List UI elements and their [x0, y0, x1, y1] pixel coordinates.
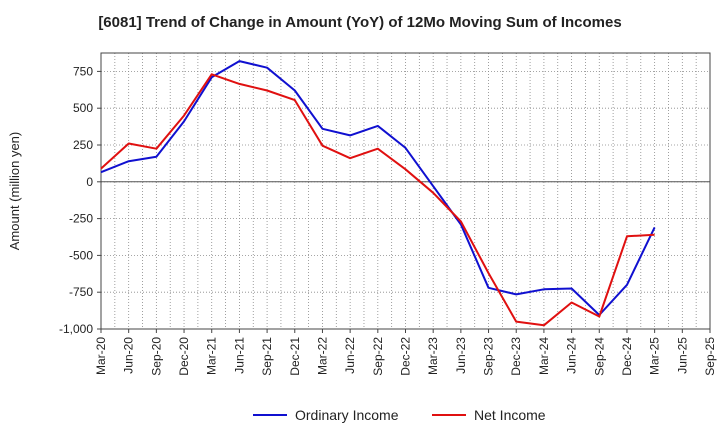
y-axis-label: Amount (million yen)	[7, 132, 22, 251]
x-tick-label: Sep-25	[703, 337, 717, 376]
x-tick-label: Dec-20	[177, 337, 191, 376]
x-tick-label: Mar-23	[426, 337, 440, 375]
x-tick-label: Mar-22	[315, 337, 329, 375]
x-tick-label: Sep-24	[592, 337, 606, 376]
x-tick-label: Dec-24	[620, 337, 634, 376]
x-tick-label: Jun-24	[565, 337, 579, 374]
y-tick-label: -500	[69, 248, 93, 262]
x-tick-label: Mar-24	[537, 337, 551, 375]
x-tick-label: Jun-23	[454, 337, 468, 374]
x-tick-label: Mar-21	[205, 337, 219, 375]
y-tick-label: 500	[73, 101, 93, 115]
y-tick-label: -250	[69, 212, 93, 226]
legend-label: Ordinary Income	[295, 407, 399, 423]
y-tick-label: 0	[86, 175, 93, 189]
x-tick-label: Dec-22	[399, 337, 413, 376]
x-tick-label: Dec-21	[288, 337, 302, 376]
x-tick-label: Mar-25	[648, 337, 662, 375]
x-tick-label: Sep-23	[482, 337, 496, 376]
x-tick-label: Jun-22	[343, 337, 357, 374]
x-tick-label: Mar-20	[94, 337, 108, 375]
x-tick-label: Sep-21	[260, 337, 274, 376]
x-tick-label: Jun-20	[122, 337, 136, 374]
series-line-ordinary-income	[100, 60, 656, 316]
x-tick-label: Jun-21	[232, 337, 246, 374]
series-line-net-income	[100, 73, 655, 327]
y-tick-label: 750	[73, 64, 93, 78]
x-tick-label: Sep-20	[149, 337, 163, 376]
legend-label: Net Income	[474, 407, 546, 423]
x-tick-label: Dec-23	[509, 337, 523, 376]
y-tick-label: -1,000	[59, 322, 93, 336]
x-tick-label: Jun-25	[675, 337, 689, 374]
y-tick-label: -750	[69, 285, 93, 299]
chart-title: [6081] Trend of Change in Amount (YoY) o…	[98, 14, 622, 31]
y-tick-label: 250	[73, 138, 93, 152]
x-tick-label: Sep-22	[371, 337, 385, 376]
